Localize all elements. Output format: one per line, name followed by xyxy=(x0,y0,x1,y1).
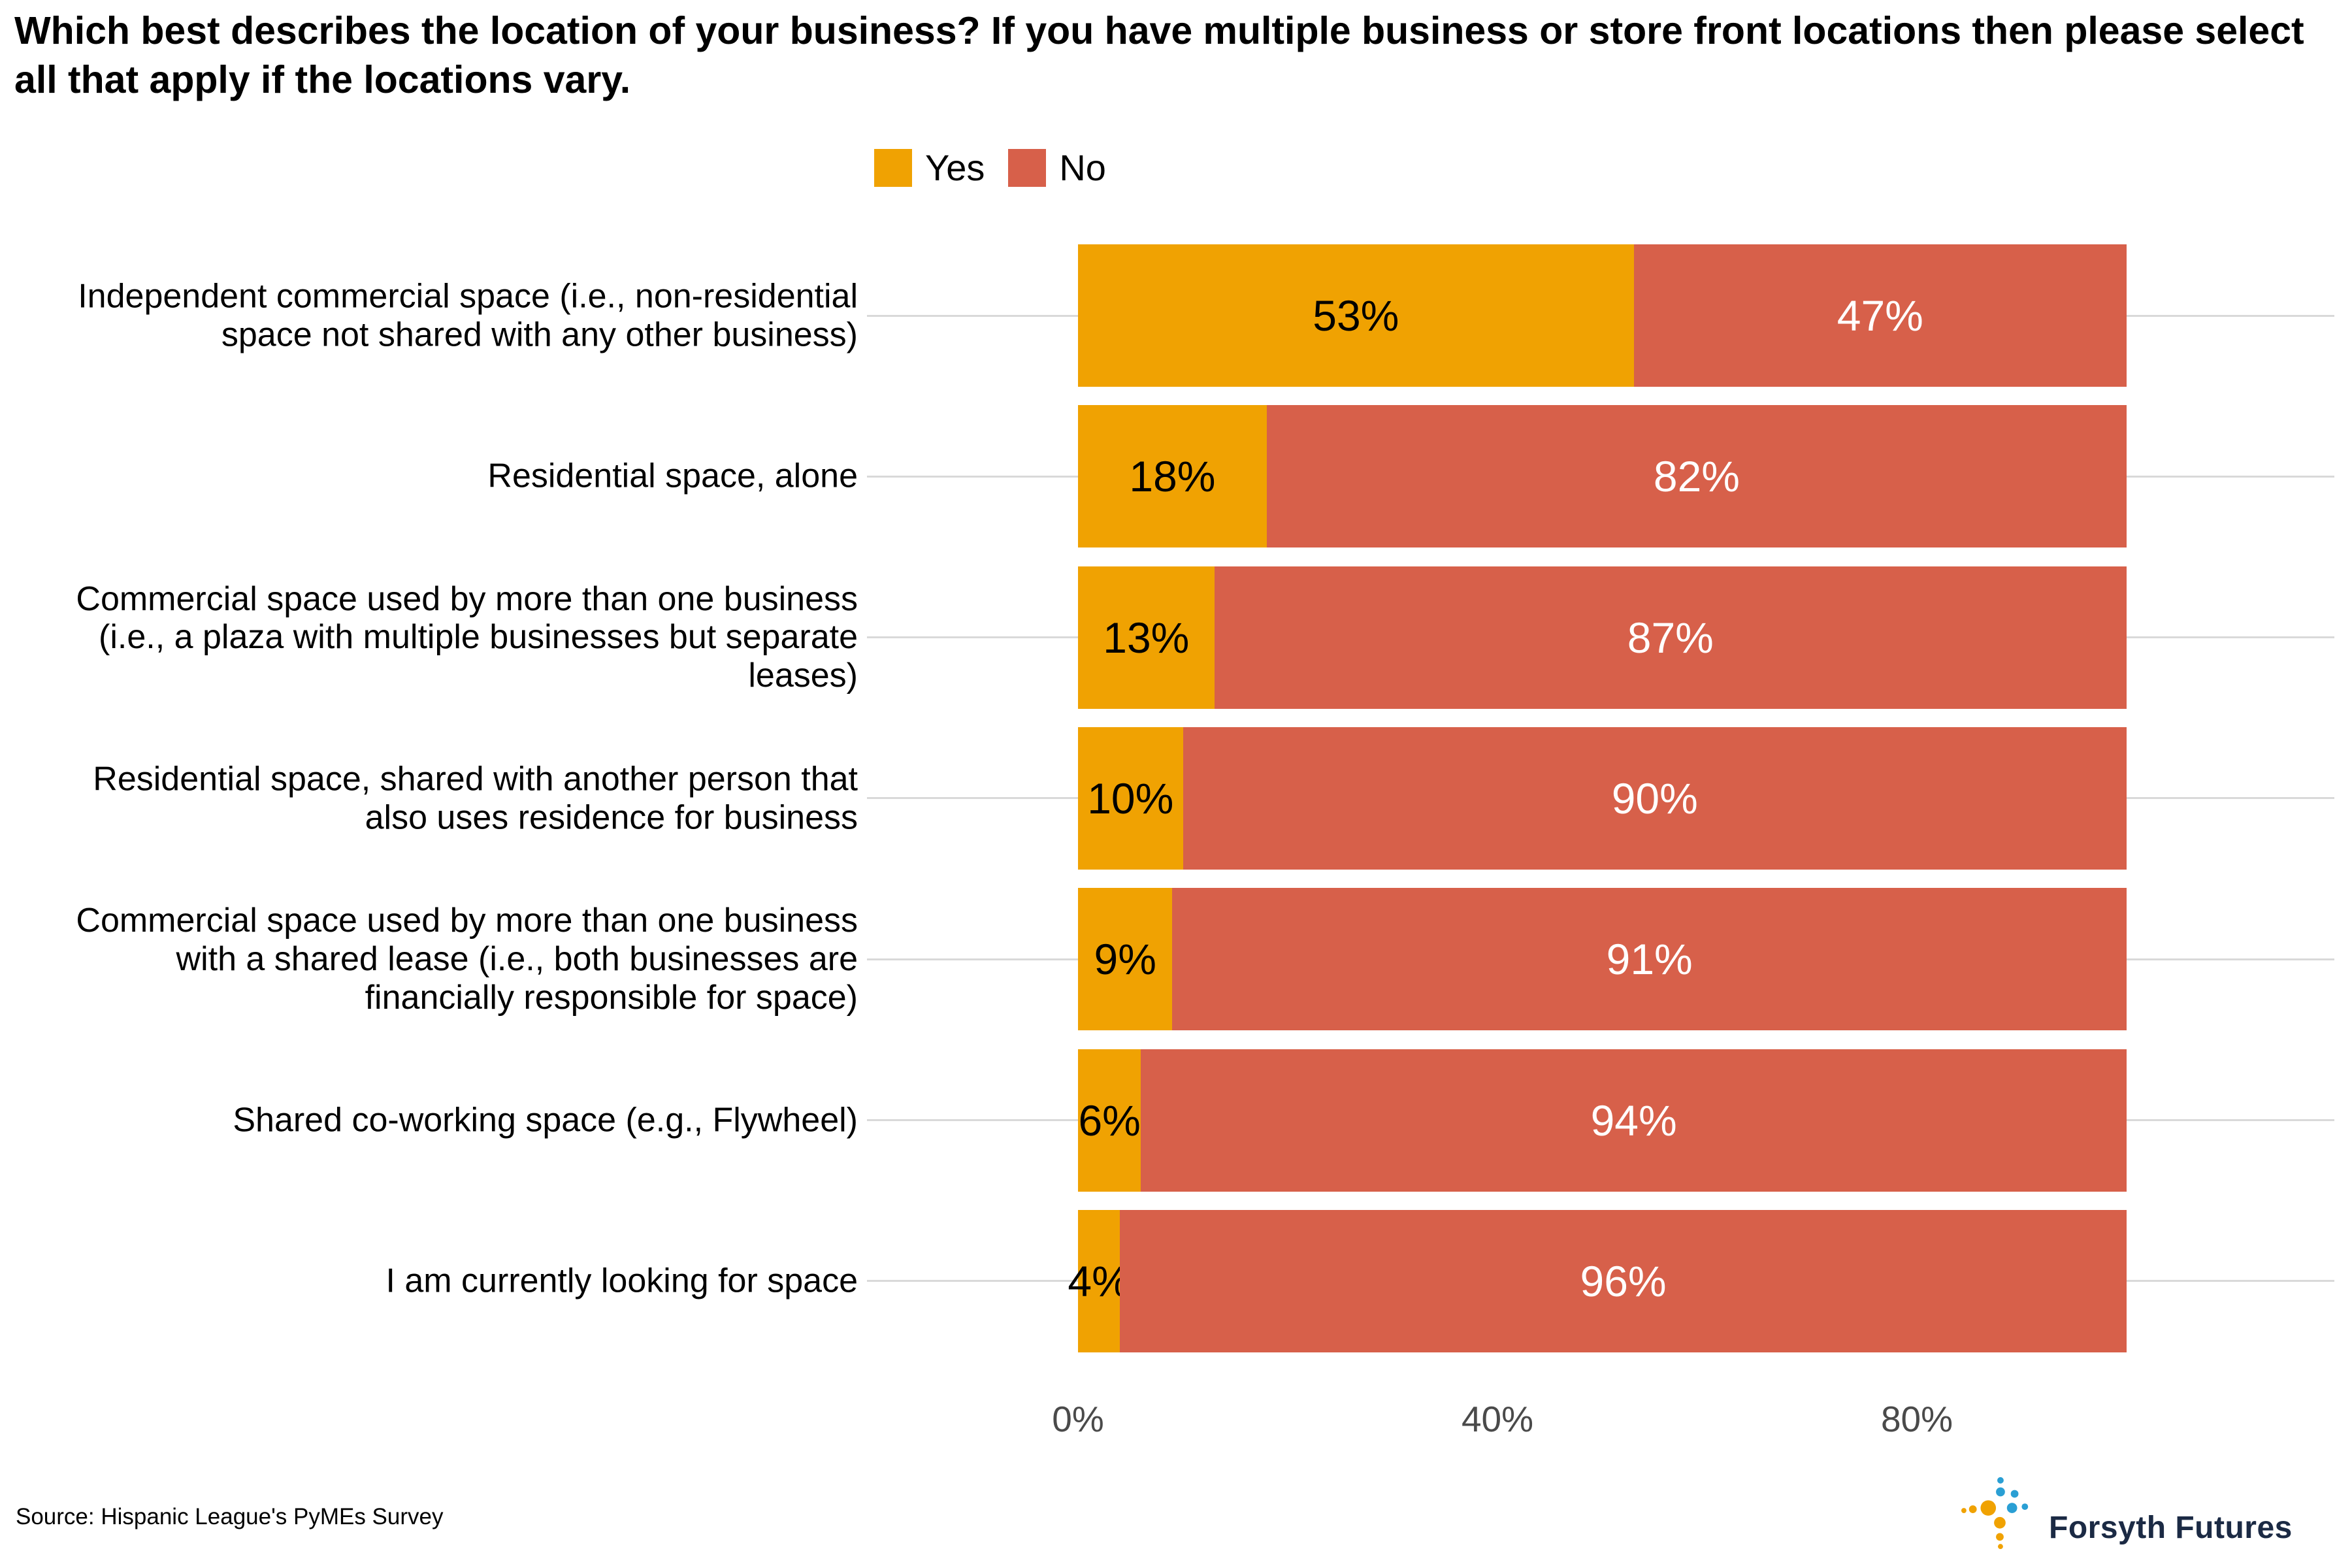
category-label: Commercial space used by more than one b… xyxy=(76,902,858,1017)
bar-segment-yes: 10% xyxy=(1078,727,1183,870)
bar-segment-yes: 18% xyxy=(1078,405,1267,548)
bar-value-label: 87% xyxy=(1627,613,1714,662)
category-label: Commercial space used by more than one b… xyxy=(76,580,858,694)
x-axis-tick-label: 80% xyxy=(1880,1399,1953,1439)
bar-segment-no: 87% xyxy=(1214,566,2127,709)
stacked-bar: 13% 87% xyxy=(1078,566,2127,709)
legend-item-yes: Yes xyxy=(874,146,985,189)
bar-segment-no: 94% xyxy=(1141,1049,2127,1192)
x-axis-tick-label: 40% xyxy=(1461,1399,1534,1439)
stacked-bar: 10% 90% xyxy=(1078,727,2127,870)
bar-value-label: 10% xyxy=(1087,774,1174,823)
legend-label-yes: Yes xyxy=(925,147,985,188)
legend-swatch-yes xyxy=(874,148,912,187)
stacked-bar: 6% 94% xyxy=(1078,1049,2127,1192)
bar-value-label: 4% xyxy=(1068,1256,1130,1305)
bar-value-label: 18% xyxy=(1129,452,1216,501)
legend-item-no: No xyxy=(1008,146,1106,189)
bar-value-label: 47% xyxy=(1837,291,1923,340)
category-label: Shared co-working space (e.g., Flywheel) xyxy=(233,1101,858,1139)
source-note: Source: Hispanic League's PyMEs Survey xyxy=(16,1504,444,1529)
bar-segment-no: 47% xyxy=(1633,244,2127,387)
forsyth-futures-logo: Forsyth Futures xyxy=(1960,1474,2293,1551)
bar-value-label: 94% xyxy=(1590,1096,1677,1145)
category-label: Residential space, alone xyxy=(487,457,858,495)
bar-value-label: 53% xyxy=(1313,291,1399,340)
bar-value-label: 13% xyxy=(1103,613,1190,662)
bar-segment-yes: 53% xyxy=(1078,244,1634,387)
stacked-bar: 18% 82% xyxy=(1078,405,2127,548)
stacked-bar: 9% 91% xyxy=(1078,888,2127,1031)
bar-value-label: 9% xyxy=(1094,935,1156,984)
bar-value-label: 6% xyxy=(1078,1096,1141,1145)
legend-swatch-no xyxy=(1008,148,1047,187)
stacked-bar: 53% 47% xyxy=(1078,244,2127,387)
bar-value-label: 90% xyxy=(1611,774,1698,823)
bar-value-label: 96% xyxy=(1580,1256,1667,1305)
bar-value-label: 82% xyxy=(1653,452,1740,501)
bar-segment-no: 91% xyxy=(1172,888,2127,1031)
bar-segment-yes: 6% xyxy=(1078,1049,1141,1192)
bar-segment-no: 96% xyxy=(1120,1209,2127,1352)
bar-segment-no: 82% xyxy=(1266,405,2127,548)
x-axis-tick-label: 0% xyxy=(1052,1399,1104,1439)
bar-value-label: 91% xyxy=(1606,935,1693,984)
category-label: I am currently looking for space xyxy=(385,1262,858,1300)
legend: Yes No xyxy=(874,146,1106,189)
bar-segment-yes: 4% xyxy=(1068,1209,1130,1352)
category-label: Independent commercial space (i.e., non-… xyxy=(78,277,858,353)
chart-title: Which best describes the location of you… xyxy=(14,9,2304,101)
bar-segment-no: 90% xyxy=(1183,727,2127,870)
bar-segment-yes: 9% xyxy=(1078,888,1173,1031)
logo-text: Forsyth Futures xyxy=(2049,1511,2293,1545)
forsyth-futures-logo-icon xyxy=(1961,1477,2029,1550)
bar-segment-yes: 13% xyxy=(1078,566,1215,709)
category-label: Residential space, shared with another p… xyxy=(93,760,858,836)
legend-label-no: No xyxy=(1059,147,1106,188)
stacked-bar: 4% 96% xyxy=(1068,1209,2127,1352)
